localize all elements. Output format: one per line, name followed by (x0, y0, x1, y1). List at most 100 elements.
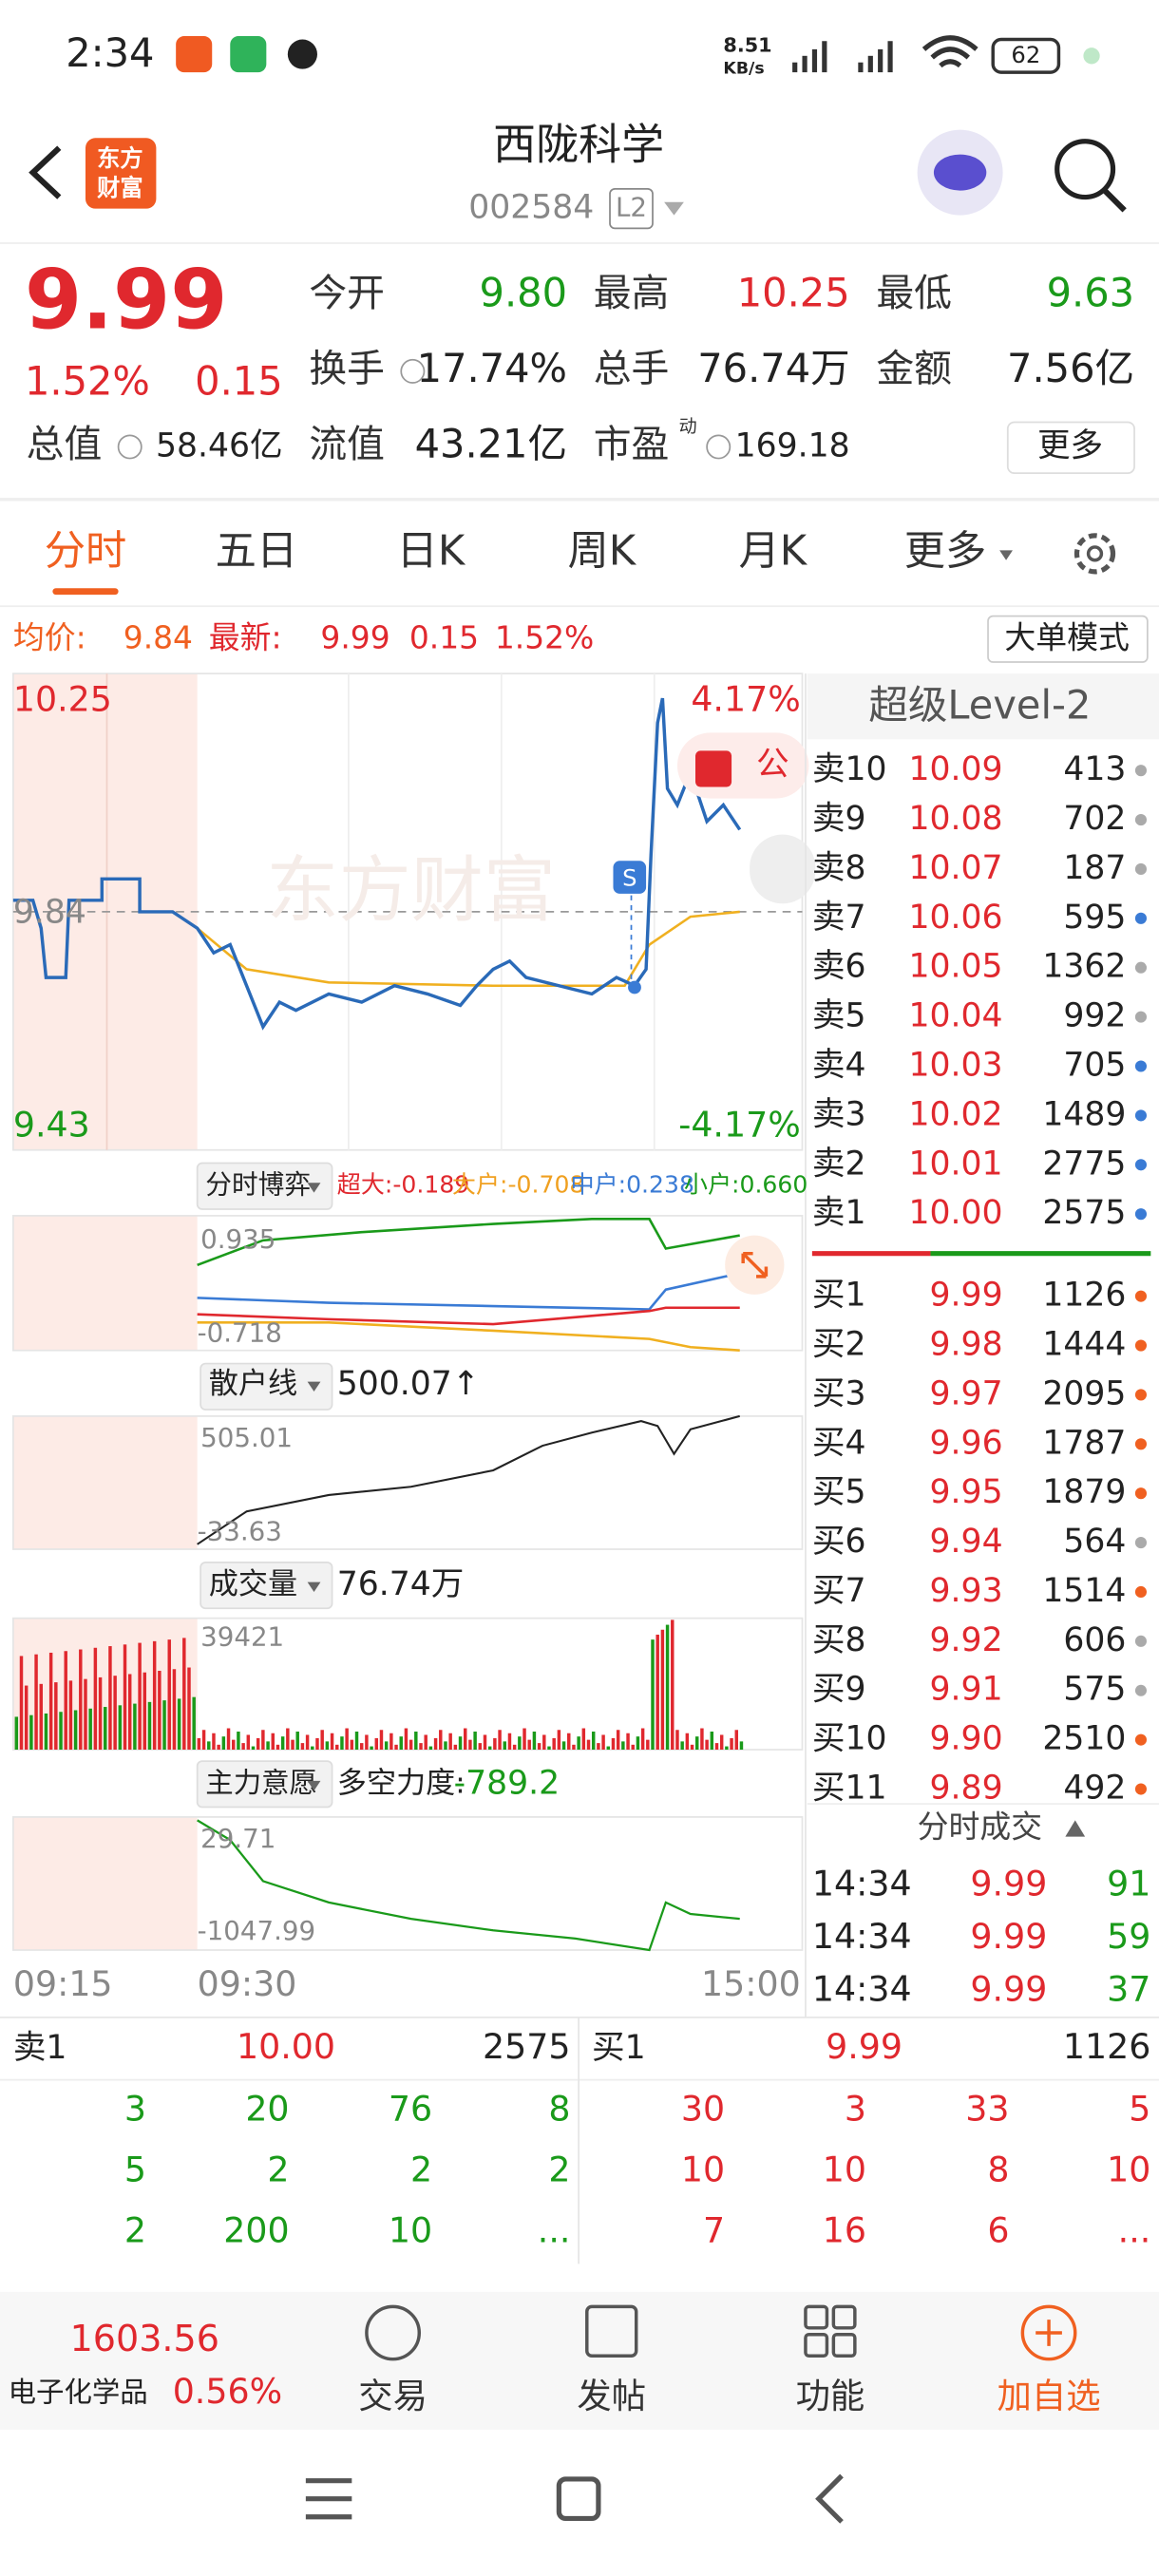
battery-level: 62 (1011, 42, 1040, 68)
field-label-sup: 动 (679, 416, 697, 437)
trades-title[interactable]: 分时成交 (918, 1809, 1042, 1846)
volume-bar (518, 1736, 522, 1751)
expand-icon (741, 1251, 769, 1279)
book-volume: 413 (1063, 750, 1126, 788)
volume-bar (685, 1733, 690, 1751)
notice-text[interactable]: 公 (756, 746, 789, 784)
book-dot (1134, 814, 1148, 826)
tab[interactable]: 分时 (45, 527, 127, 575)
mode-button-label[interactable]: 大单模式 (1004, 618, 1129, 655)
book-label: 卖8 (812, 849, 866, 887)
field-value: 10.25 (737, 269, 850, 315)
nav-item[interactable]: 交易 (358, 2376, 428, 2416)
field-label: 今开 (309, 272, 385, 315)
app-icon (287, 39, 317, 69)
nav-item[interactable]: 加自选 (998, 2376, 1101, 2416)
volume-bar (512, 1744, 517, 1751)
tab[interactable]: 更多 (904, 527, 987, 575)
volume-bar (636, 1736, 640, 1751)
panel-title[interactable]: 主力意愿 (205, 1767, 317, 1799)
panel-y-label: 505.01 (200, 1422, 293, 1453)
queue-order: 3 (124, 2089, 146, 2130)
dropdown-arrow[interactable] (664, 201, 684, 216)
trade-time: 14:34 (812, 1864, 912, 1904)
field-value: 76.74万 (697, 345, 849, 391)
volume-bar (73, 1710, 78, 1751)
volume-bar (345, 1728, 349, 1751)
y2-label: 4.17% (691, 679, 800, 720)
stock-name: 西陇科学 (493, 120, 664, 170)
volume-bar (705, 1739, 709, 1751)
volume-bar (414, 1731, 418, 1751)
panel-y-label: -0.718 (198, 1316, 282, 1348)
volume-bar (468, 1739, 472, 1751)
system-nav[interactable] (305, 2473, 844, 2524)
panel-title[interactable]: 成交量 (209, 1567, 297, 1601)
book-label: 卖7 (812, 899, 866, 937)
tab[interactable]: 日K (397, 527, 466, 575)
queue-order: 10 (681, 2150, 725, 2190)
more-button-label[interactable]: 更多 (1037, 426, 1103, 464)
volume-bar (394, 1744, 398, 1751)
notice-icon (695, 750, 732, 787)
tab[interactable]: 五日 (216, 527, 298, 575)
queue-order: 20 (245, 2089, 289, 2130)
volume-bar (305, 1734, 310, 1751)
side-badge[interactable] (750, 834, 816, 904)
price-line (12, 697, 742, 1031)
book-volume: 2095 (1042, 1374, 1126, 1412)
volume-bar (561, 1741, 566, 1751)
mode-button[interactable] (987, 615, 1149, 663)
volume-bar (374, 1737, 379, 1751)
stock-code: 002584 (468, 189, 594, 227)
volume-bar (291, 1739, 294, 1751)
assistant-face (933, 154, 987, 191)
field-label: 市盈 (594, 423, 670, 466)
panel-item: 大户:-0.708 (452, 1171, 584, 1199)
volume-bar (142, 1672, 147, 1751)
field-label: 总手 (594, 347, 670, 390)
volume-bar (147, 1701, 152, 1751)
book-label: 买6 (812, 1523, 866, 1561)
field-label: 金额 (876, 347, 952, 390)
volume-bar (256, 1737, 260, 1751)
trade-volume: 59 (1107, 1916, 1150, 1957)
queue-order: 33 (965, 2089, 1009, 2130)
volume-bar (152, 1640, 157, 1751)
index-value[interactable]: 1603.56 (70, 2318, 219, 2359)
tab[interactable]: 周K (568, 527, 637, 575)
panel-title[interactable]: 散户线 (209, 1367, 297, 1401)
volume-bar (586, 1739, 591, 1751)
signal-icon: S (622, 864, 636, 891)
book-volume: 2575 (1042, 1194, 1126, 1232)
back-button[interactable] (28, 145, 62, 199)
book-dot (1134, 1011, 1148, 1023)
tab[interactable]: 月K (739, 527, 808, 575)
volume-bar (271, 1733, 275, 1751)
volume-bar (133, 1703, 137, 1751)
logo[interactable] (85, 138, 157, 209)
nav-item[interactable]: 功能 (796, 2376, 865, 2416)
signal-badge[interactable] (613, 861, 647, 894)
game-lines (197, 1218, 741, 1353)
field-value: 9.63 (1047, 269, 1134, 315)
field-label: 最高 (594, 272, 670, 315)
settings-button[interactable] (1074, 533, 1116, 575)
panel-title[interactable]: 分时博弈 (205, 1169, 311, 1201)
volume-bar (192, 1696, 196, 1751)
queue-order: 3 (845, 2089, 866, 2130)
volume-bar (695, 1736, 699, 1751)
logo-text: 东方 (97, 145, 142, 172)
book-volume: 187 (1063, 849, 1126, 887)
nav-item[interactable]: 发帖 (577, 2376, 646, 2416)
volume-bar (118, 1705, 123, 1751)
volume-bar (408, 1739, 413, 1751)
sort-arrow[interactable] (1065, 1820, 1086, 1837)
volume-bar (54, 1682, 58, 1751)
book-price: 10.05 (909, 948, 1003, 986)
more-button[interactable] (1006, 421, 1135, 474)
volume-bar (226, 1728, 231, 1751)
search-button[interactable] (1054, 139, 1116, 200)
volume-bar (295, 1731, 299, 1751)
